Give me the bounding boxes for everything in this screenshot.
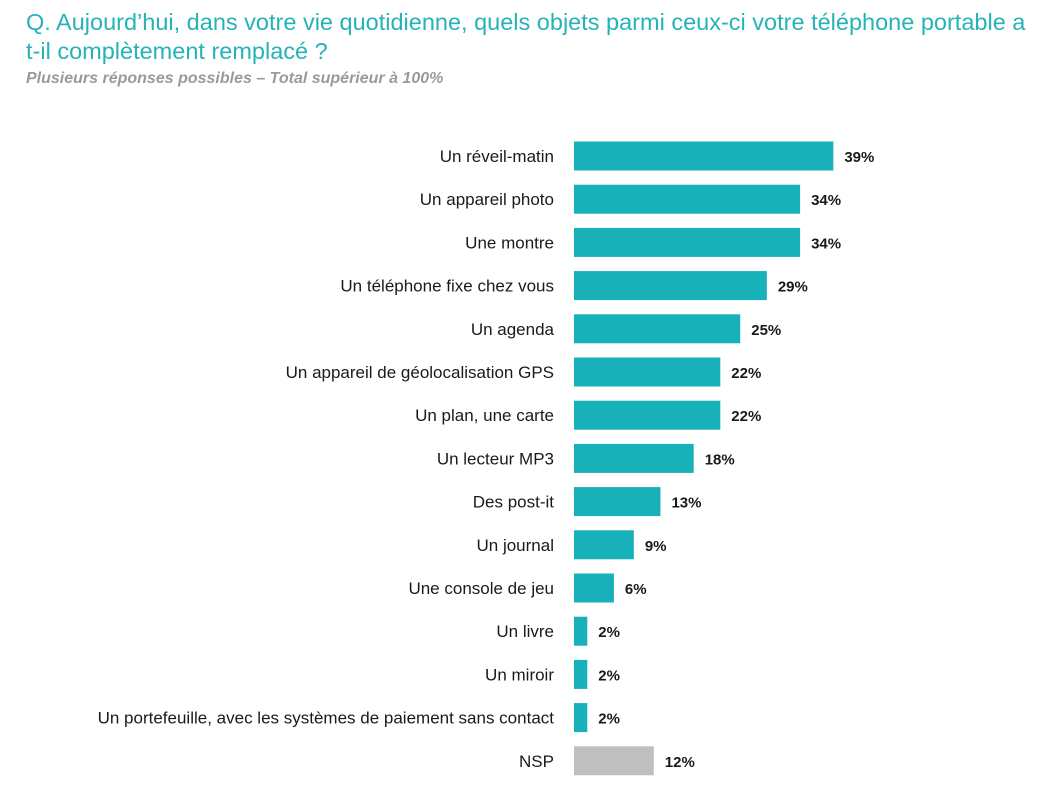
bar (574, 487, 661, 517)
bar (574, 314, 741, 344)
value-label: 25% (751, 322, 781, 339)
bar (574, 184, 801, 214)
value-label: 9% (645, 538, 667, 555)
bar (574, 616, 588, 646)
value-label: 2% (598, 711, 620, 728)
bar (574, 400, 721, 430)
bar (574, 443, 694, 473)
bar (574, 141, 834, 171)
value-label: 2% (598, 624, 620, 641)
value-label: 39% (844, 149, 874, 166)
category-label: Une montre (465, 233, 554, 252)
category-label: Un journal (477, 536, 555, 555)
bar (574, 703, 588, 733)
value-label: 34% (811, 192, 841, 209)
bar (574, 271, 767, 301)
value-label: 13% (671, 495, 701, 512)
category-label: Une console de jeu (408, 579, 554, 598)
bar (574, 227, 801, 257)
category-label: Un livre (496, 622, 554, 641)
chart-title: Q. Aujourd’hui, dans votre vie quotidien… (26, 9, 1026, 64)
value-label: 22% (731, 365, 761, 382)
category-label: Un appareil de géolocalisation GPS (286, 363, 554, 382)
category-label: Des post-it (473, 493, 555, 512)
bar (574, 530, 634, 560)
value-label: 2% (598, 667, 620, 684)
category-label: NSP (519, 752, 554, 771)
category-label: Un appareil photo (420, 190, 554, 209)
value-label: 29% (778, 279, 808, 296)
category-label: Un téléphone fixe chez vous (340, 277, 554, 296)
category-label: Un réveil-matin (440, 147, 554, 166)
category-label: Un lecteur MP3 (437, 449, 554, 468)
value-label: 34% (811, 235, 841, 252)
value-label: 22% (731, 408, 761, 425)
category-label: Un agenda (471, 320, 555, 339)
value-label: 12% (665, 754, 695, 771)
chart-subtitle: Plusieurs réponses possibles – Total sup… (26, 70, 444, 87)
bar (574, 659, 588, 689)
category-label: Un portefeuille, avec les systèmes de pa… (98, 709, 555, 728)
category-label: Un miroir (485, 665, 554, 684)
value-label: 18% (705, 451, 735, 468)
bar (574, 357, 721, 387)
category-label: Un plan, une carte (415, 406, 554, 425)
bar (574, 573, 614, 603)
value-label: 6% (625, 581, 647, 598)
bar (574, 746, 654, 776)
